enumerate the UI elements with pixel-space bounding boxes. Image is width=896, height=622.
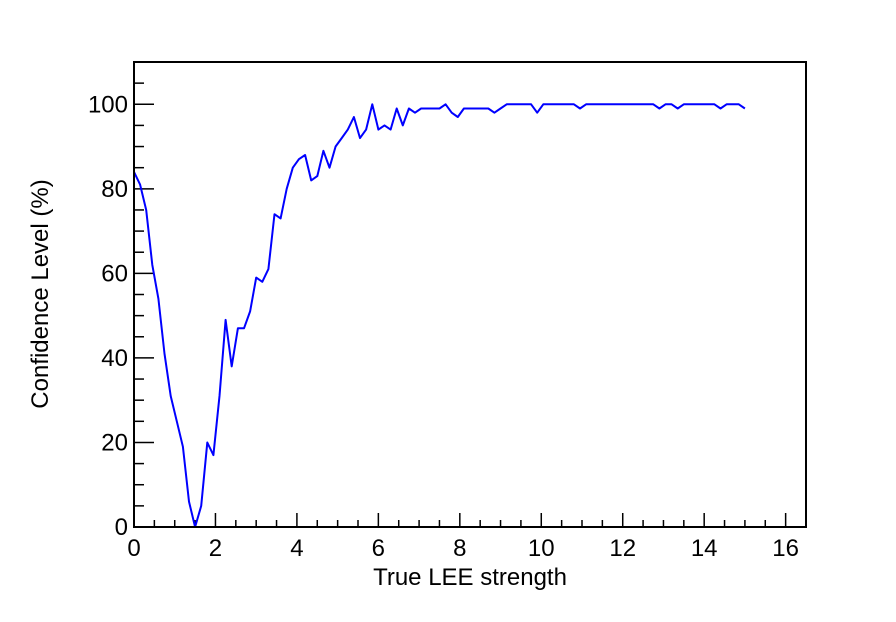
y-tick-label: 40	[101, 345, 128, 372]
x-tick-label: 10	[528, 535, 555, 562]
x-tick-label: 16	[772, 535, 799, 562]
x-tick-label: 4	[290, 535, 303, 562]
x-tick-label: 8	[453, 535, 466, 562]
y-tick-label: 20	[101, 429, 128, 456]
plot-frame	[133, 61, 807, 528]
series-layer	[133, 103, 746, 528]
y-tick-label: 100	[88, 91, 128, 118]
x-tick-label: 14	[691, 535, 718, 562]
series-line	[133, 103, 746, 528]
labels-layer: 0 2 4 6 8 10 12 14 16 0 20 40 60 80 100	[88, 91, 799, 562]
y-tick-label: 0	[115, 514, 128, 541]
y-tick-label: 80	[101, 176, 128, 203]
x-tick-label: 6	[372, 535, 385, 562]
y-tick-label: 60	[101, 260, 128, 287]
x-tick-label: 2	[209, 535, 222, 562]
x-tick-label: 0	[127, 535, 140, 562]
x-axis-title: True LEE strength	[373, 564, 567, 591]
y-axis-title: Confidence Level (%)	[27, 179, 54, 408]
x-tick-label: 12	[609, 535, 636, 562]
